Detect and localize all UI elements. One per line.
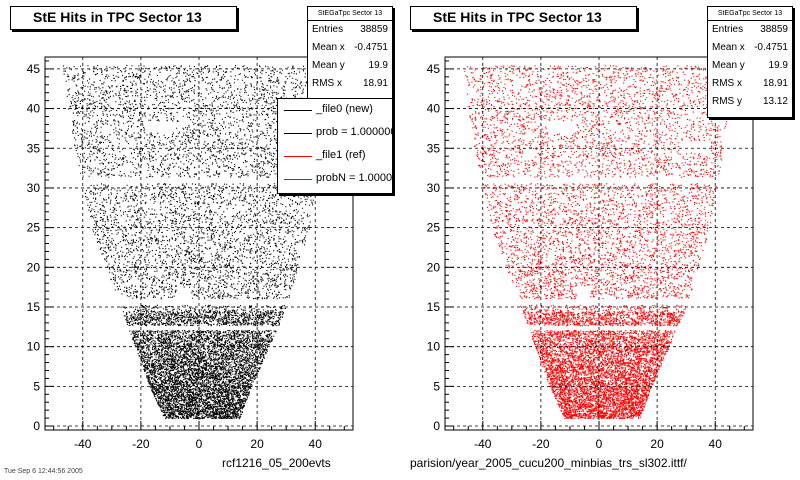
legend-entry-file0: _file0 (new) [278, 99, 392, 122]
legend-line-red [284, 179, 312, 180]
x-tick-label: 20 [650, 437, 664, 451]
x-tick-label: 0 [596, 437, 603, 451]
scatter-points [464, 65, 732, 420]
y-tick-label: 10 [27, 340, 41, 354]
legend-line-black [284, 110, 312, 111]
y-tick-label: 15 [427, 300, 441, 314]
x-tick-label: 0 [196, 437, 203, 451]
stats-row-mean-x: Mean x -0.4751 [712, 42, 788, 53]
stats-row-mean-x: Mean x -0.4751 [312, 42, 388, 53]
y-tick-label: 10 [427, 340, 441, 354]
y-tick-label: 25 [27, 221, 41, 235]
footer-timestamp: Tue Sep 6 12:44:56 2005 [4, 468, 83, 475]
x-tick-label: -40 [474, 437, 492, 451]
stats-row-mean-y: Mean y 19.9 [712, 60, 788, 71]
legend-entry-probn: probN = 1.000000 [278, 168, 392, 191]
legend-line-red [284, 156, 312, 157]
scatter-points [63, 64, 332, 420]
y-tick-label: 35 [427, 141, 441, 155]
stats-name: StEGaTpc Sector 13 [308, 7, 392, 21]
hit-markers [63, 64, 332, 420]
left-x-axis-label: rcf1216_05_200evts [222, 456, 331, 470]
y-tick-label: 0 [433, 419, 440, 433]
hit-markers [464, 65, 732, 420]
x-tick-label: -20 [132, 437, 150, 451]
left-plot-pad: -40 -20 0 20 40 0 5 10 15 20 25 30 35 40 45 StE Hits i… [4, 6, 393, 475]
left-plot-title: StE Hits in TPC Sector 13 [10, 6, 237, 30]
y-tick-label: 0 [33, 419, 40, 433]
stats-name: StEGaTpc Sector 13 [708, 7, 792, 21]
x-tick-label: -20 [532, 437, 550, 451]
x-tick-label: -40 [74, 437, 92, 451]
y-tick-label: 30 [427, 181, 441, 195]
stats-row-entries: Entries 38859 [312, 24, 388, 35]
y-tick-label: 5 [33, 379, 40, 393]
x-tick-label: 40 [309, 437, 323, 451]
y-tick-label: 20 [427, 260, 441, 274]
y-tick-label: 40 [27, 102, 41, 116]
y-tick-label: 35 [27, 141, 41, 155]
right-x-axis-label: parision/year_2005_cucu200_minbias_trs_s… [410, 456, 687, 470]
y-tick-label: 30 [27, 181, 41, 195]
y-tick-label: 5 [433, 379, 440, 393]
stats-row-entries: Entries 38859 [712, 24, 788, 35]
left-stats-box: StEGaTpc Sector 13 Entries 38859 Mean x -0… [307, 6, 393, 99]
y-tick-label: 45 [27, 62, 41, 76]
y-tick-label: 20 [27, 260, 41, 274]
x-tick-label: 20 [250, 437, 264, 451]
right-plot-title: StE Hits in TPC Sector 13 [410, 6, 637, 30]
legend-entry-file1: _file1 (ref) [278, 145, 392, 168]
right-stats-box: StEGaTpc Sector 13 Entries 38859 Mean x -0… [707, 6, 793, 118]
stats-row-rms-y: RMS y 13.12 [712, 96, 788, 107]
right-scatter-plot[interactable]: -40 -20 0 20 40 0 5 10 15 20 25 30 35 40 45 [400, 0, 800, 480]
stats-row-mean-y: Mean y 19.9 [312, 60, 388, 71]
stats-row-rms-x: RMS x 18.91 [712, 78, 788, 89]
y-tick-label: 25 [427, 221, 441, 235]
legend-line-black [284, 133, 312, 134]
x-tick-label: 40 [709, 437, 723, 451]
stats-row-rms-x: RMS x 18.91 [312, 78, 388, 89]
right-plot-pad: -40 -20 0 20 40 0 5 10 15 20 25 30 35 40 45 StE Hits i… [400, 0, 800, 480]
y-tick-label: 40 [427, 102, 441, 116]
y-tick-label: 15 [27, 300, 41, 314]
y-tick-label: 45 [427, 62, 441, 76]
legend-entry-prob: prob = 1.000000 [278, 122, 392, 145]
legend-box: _file0 (new) prob = 1.000000 _file1 (ref… [277, 98, 393, 194]
